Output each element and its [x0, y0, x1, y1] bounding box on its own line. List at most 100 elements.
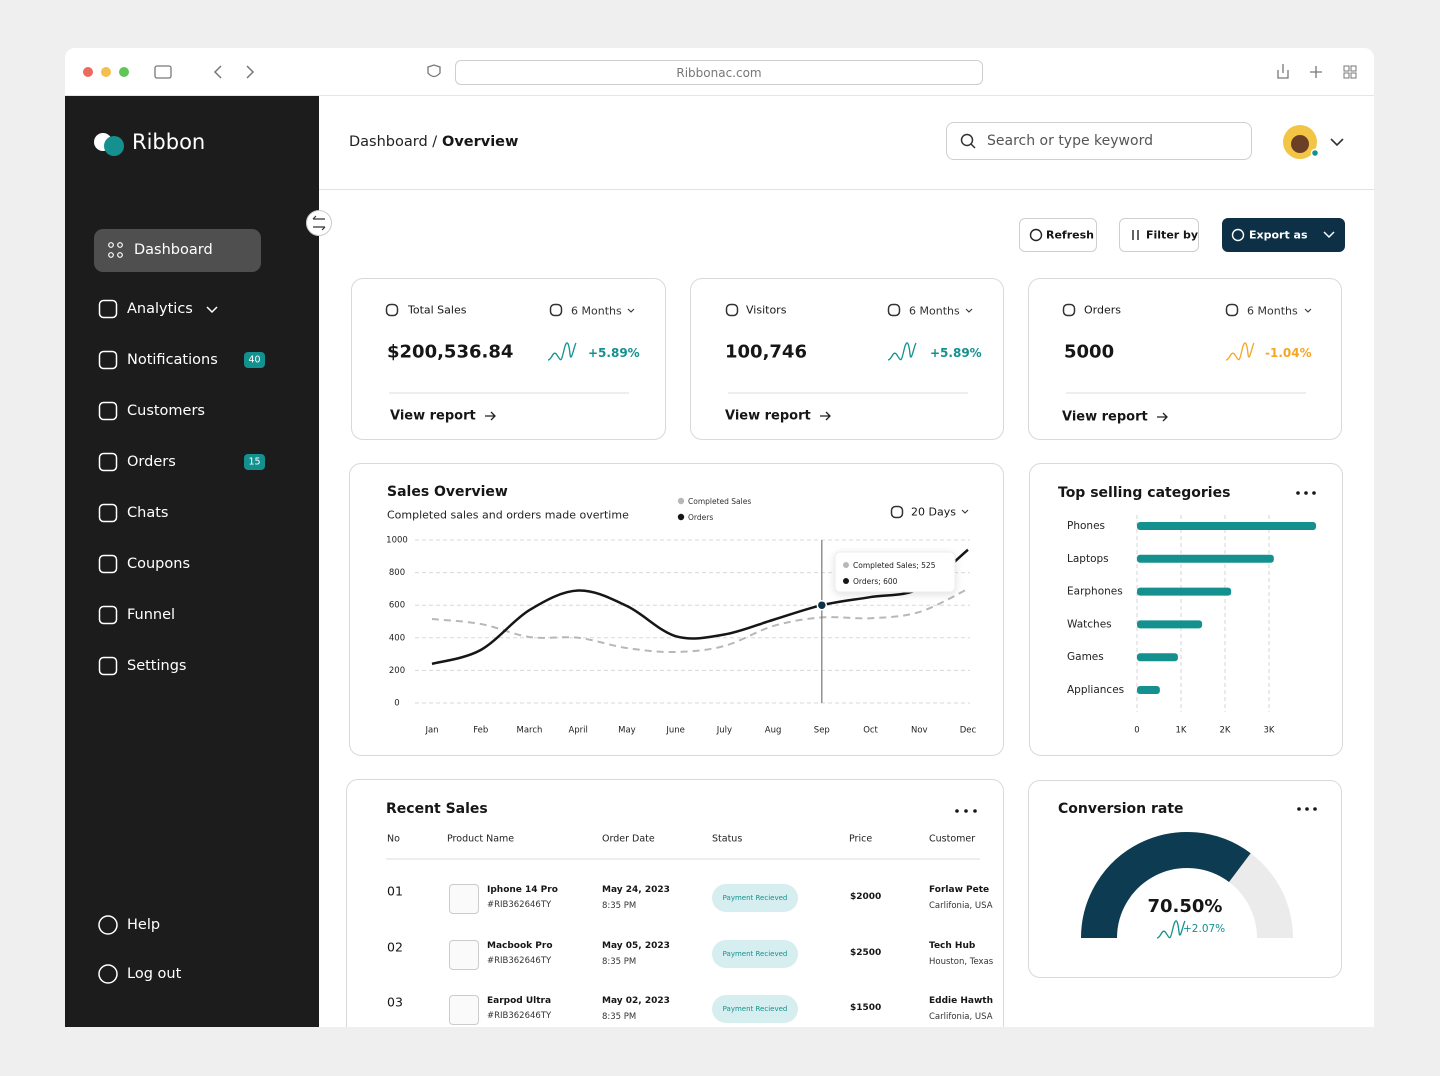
more-dot [973, 809, 977, 813]
x-tick-label: 2K [1220, 726, 1231, 736]
grid-icon [1343, 72, 1350, 79]
more-dot [1305, 807, 1309, 811]
column-header: Order Date [602, 833, 655, 845]
y-tick-label: 800 [389, 568, 405, 578]
view-report-link[interactable]: View report [725, 408, 811, 424]
customer-name: Tech Hub [929, 940, 976, 951]
stat-value: 5000 [1064, 341, 1115, 363]
icon [108, 242, 114, 248]
more-dot [964, 809, 968, 813]
series-line [431, 587, 969, 654]
export-button[interactable] [1222, 218, 1345, 252]
filter-button[interactable] [1119, 218, 1199, 252]
icon [98, 299, 118, 319]
browser-actions [1277, 64, 1322, 79]
sparkline [547, 342, 577, 361]
category-label: Games [1067, 651, 1104, 663]
customer-name: Forlaw Pete [929, 885, 990, 895]
badge [244, 454, 265, 470]
price: $1500 [850, 1003, 882, 1013]
product-name: Earpod Ultra [487, 996, 552, 1006]
gauge-change: +2.07% [1183, 923, 1225, 935]
icon [98, 605, 118, 625]
more-dot [955, 809, 959, 813]
status-text: Payment Recieved [722, 1005, 788, 1013]
y-tick-label: 200 [389, 666, 405, 676]
stat-change: +5.89% [588, 346, 640, 360]
nav-item[interactable]: Funnel [127, 607, 176, 623]
chart-period[interactable]: 20 Days [911, 505, 956, 519]
arrow [820, 411, 831, 421]
icon [98, 401, 118, 421]
nav-item[interactable]: Analytics [127, 301, 193, 317]
chevron [206, 306, 218, 314]
series-line [431, 548, 969, 666]
tooltip-text: Completed Sales; 525 [853, 561, 936, 570]
stat-period[interactable]: 6 Months [1247, 304, 1298, 318]
view-report-link[interactable]: View report [1062, 409, 1148, 425]
sparkline [1156, 920, 1186, 939]
button-label[interactable]: Filter by [1146, 228, 1199, 242]
arrow [1157, 412, 1168, 422]
y-tick-label: 0 [394, 699, 399, 709]
nav-item[interactable]: Settings [127, 658, 187, 674]
gauge-value [1081, 832, 1251, 939]
product-sku: #RIB362646TY [487, 1011, 552, 1021]
order-date: May 05, 2023 [602, 940, 670, 951]
tooltip-dot [843, 562, 849, 568]
x-tick-label: Feb [473, 726, 488, 736]
y-tick-label: 1000 [386, 536, 408, 546]
nav-item[interactable]: Customers [127, 403, 205, 419]
more-dot [1312, 491, 1316, 495]
row-number: 03 [387, 994, 403, 1010]
button-label[interactable]: Export as [1249, 228, 1308, 242]
x-tick-label: March [516, 726, 542, 736]
x-tick-label: July [716, 726, 732, 736]
button-label[interactable]: Refresh [1046, 228, 1094, 242]
nav-item[interactable]: Coupons [127, 556, 191, 572]
breadcrumb-current: Overview [442, 134, 519, 150]
icon [98, 503, 118, 523]
chevron [1330, 138, 1344, 147]
status-text: Payment Recieved [722, 894, 788, 902]
url-bar[interactable] [455, 60, 983, 85]
search-box[interactable] [946, 122, 1252, 160]
product-image [449, 939, 479, 970]
price: $2000 [850, 892, 882, 902]
refresh-button[interactable] [1019, 218, 1097, 252]
icon [108, 252, 114, 258]
bar [1137, 620, 1203, 629]
collapse-button[interactable] [306, 210, 332, 236]
nav-active-bg[interactable] [94, 229, 261, 272]
tooltip [834, 551, 956, 593]
tooltip-dot [843, 578, 849, 584]
view-report-link[interactable]: View report [390, 408, 476, 424]
nav-item[interactable]: Chats [127, 505, 169, 521]
nav-item[interactable]: Orders [127, 454, 176, 470]
chart-title: Conversion rate [1058, 801, 1184, 817]
stat-period[interactable]: 6 Months [909, 304, 960, 318]
icon [549, 303, 563, 317]
icon [887, 303, 901, 317]
category-label: Watches [1067, 618, 1112, 630]
icon [98, 452, 118, 472]
nav-item[interactable]: Dashboard [134, 242, 213, 258]
icon [890, 505, 904, 519]
chevron [961, 509, 969, 514]
collapse-icon [312, 215, 326, 231]
stat-period[interactable]: 6 Months [571, 304, 622, 318]
icon [385, 303, 399, 317]
badge [244, 352, 265, 368]
customer-location: Houston, Texas [929, 956, 994, 967]
x-tick-label: 3K [1264, 726, 1275, 736]
hover-point [816, 599, 828, 611]
nav-item[interactable]: Help [127, 917, 161, 933]
card [1028, 278, 1342, 440]
nav-item[interactable]: Log out [127, 966, 182, 982]
grid-icon [1343, 65, 1350, 72]
stat-title: Orders [1084, 303, 1121, 317]
nav-item[interactable]: Notifications [127, 352, 218, 368]
export-icon [1231, 228, 1245, 242]
card [346, 779, 1004, 1027]
